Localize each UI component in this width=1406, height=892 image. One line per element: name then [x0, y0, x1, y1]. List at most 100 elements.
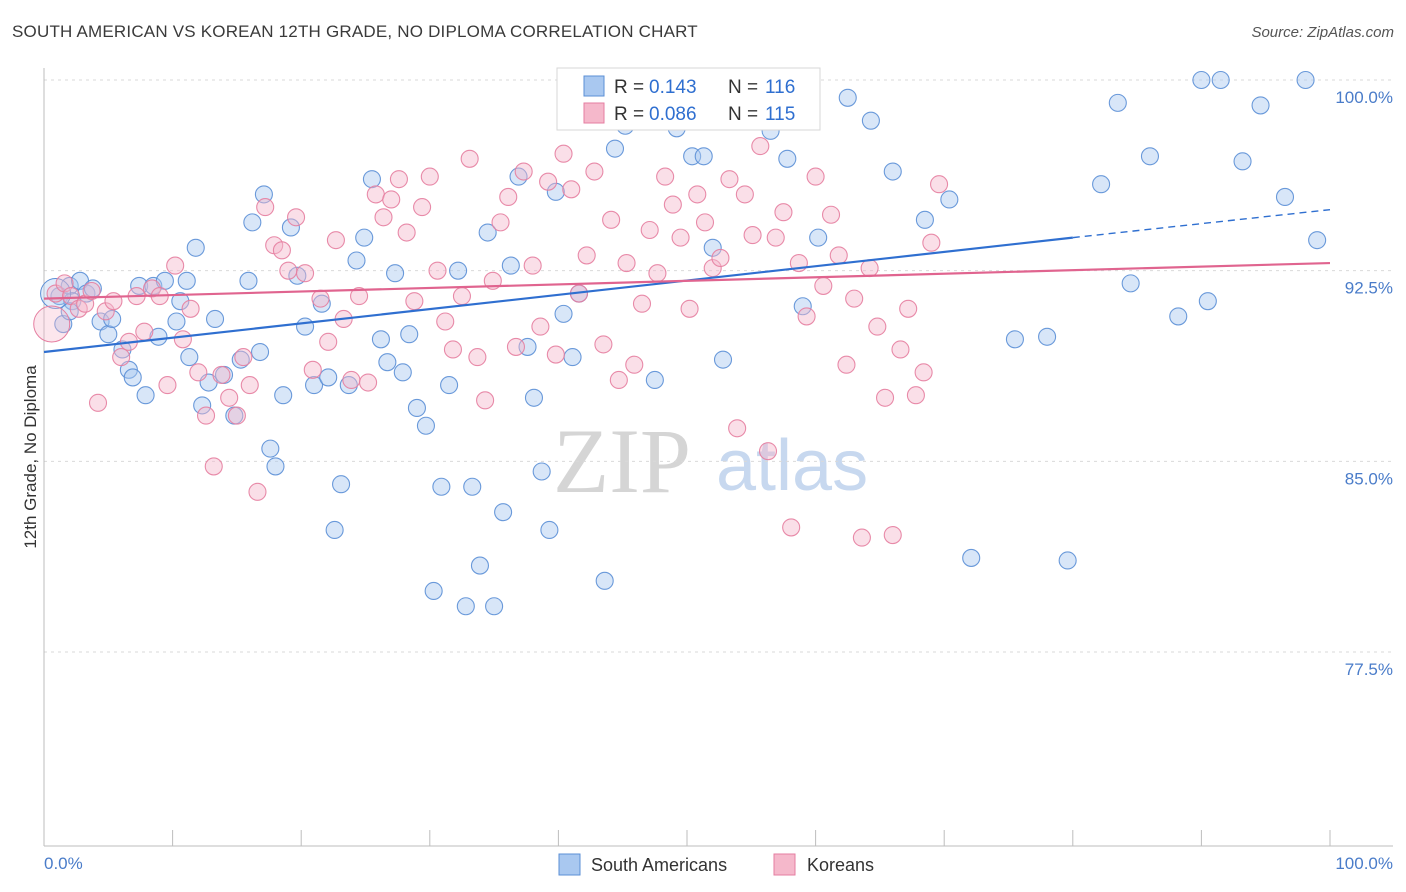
legend-n-value-1: 116 — [765, 77, 795, 98]
koreans-point-41 — [359, 373, 378, 392]
south-americans-point-100 — [1005, 330, 1024, 349]
koreans-point-43 — [374, 208, 393, 227]
south-americans-point-39 — [296, 317, 315, 336]
south-americans-point-60 — [456, 597, 475, 616]
koreans-point-36 — [319, 332, 338, 351]
koreans-point-17 — [173, 330, 192, 349]
south-americans-point-114 — [1296, 70, 1315, 90]
koreans-point-13 — [142, 279, 162, 298]
south-americans-point-103 — [1092, 175, 1111, 194]
koreans-point-81 — [671, 228, 690, 247]
south-americans-point-42 — [319, 368, 338, 387]
koreans-point-69 — [577, 246, 596, 265]
south-americans-point-23 — [186, 238, 205, 257]
koreans-point-44 — [382, 190, 401, 209]
south-americans-point-20 — [171, 292, 190, 311]
south-americans-point-71 — [540, 520, 559, 540]
koreans-point-7 — [96, 302, 115, 321]
legend-swatch-south-americans — [583, 75, 605, 97]
bottom-legend: South Americans Koreans — [558, 853, 874, 876]
south-americans-point-113 — [1275, 187, 1295, 206]
koreans-point-31 — [279, 261, 298, 280]
south-americans-point-101 — [1038, 327, 1057, 346]
koreans-point-70 — [585, 162, 604, 181]
south-americans-point-87 — [703, 238, 722, 257]
koreans-point-106 — [868, 317, 887, 336]
koreans-point-62 — [523, 256, 542, 275]
koreans-point-93 — [766, 228, 785, 247]
legend-r-label-1: R = — [614, 77, 644, 98]
south-americans-point-107 — [1169, 307, 1188, 326]
south-americans-point-74 — [563, 348, 582, 367]
koreans-point-49 — [420, 167, 439, 186]
koreans-point-25 — [234, 348, 253, 367]
koreans-point-92 — [758, 442, 778, 461]
south-americans-point-45 — [339, 376, 358, 395]
correlation-legend: R = 0.143 N = 116 R = 0.086 N = 115 — [556, 67, 821, 131]
south-americans-point-106 — [1140, 147, 1160, 166]
x-tick-label-100: 100.0% — [1335, 854, 1393, 873]
koreans-point-74 — [617, 253, 636, 273]
south-americans-point-112 — [1251, 96, 1270, 115]
koreans-point-18 — [181, 299, 200, 318]
south-americans-point-17 — [149, 327, 168, 346]
koreans-point-77 — [640, 220, 659, 240]
koreans-point-84 — [695, 213, 715, 232]
trend-line-south-americans — [43, 236, 1073, 354]
south-americans-point-36 — [274, 386, 293, 405]
koreans-point-67 — [562, 180, 581, 199]
legend-n-label-1: N = — [728, 77, 758, 98]
y-axis-label: 12th Grade, No Diploma — [21, 365, 40, 549]
koreans-point-60 — [506, 337, 526, 356]
south-americans-point-22 — [180, 348, 199, 367]
south-americans-point-55 — [416, 416, 435, 435]
koreans-point-37 — [326, 231, 345, 250]
koreans-point-27 — [248, 482, 267, 501]
bottom-legend-label-koreans: Koreans — [807, 855, 874, 875]
koreans-point-8 — [104, 292, 123, 311]
south-americans-point-86 — [694, 147, 713, 166]
south-americans-point-47 — [355, 228, 374, 247]
koreans-point-21 — [204, 457, 223, 476]
legend-r-value-1: 0.143 — [649, 77, 697, 98]
south-americans-point-94 — [838, 88, 857, 107]
koreans-point-102 — [837, 355, 856, 374]
koreans-point-23 — [220, 388, 239, 407]
koreans-point-76 — [632, 294, 652, 313]
koreans-point-9 — [112, 348, 131, 367]
trend-line-koreans — [43, 261, 1331, 300]
south-americans-point-13 — [123, 368, 142, 387]
south-americans-point-15 — [136, 386, 155, 405]
south-americans-point-82 — [645, 370, 664, 390]
south-americans-point-48 — [362, 170, 381, 189]
koreans-point-6 — [88, 393, 108, 412]
koreans-point-100 — [821, 205, 841, 224]
south-americans-point-11 — [113, 340, 132, 359]
south-americans-point-59 — [449, 261, 468, 280]
south-americans-point-108 — [1192, 70, 1211, 90]
koreans-point-94 — [774, 203, 793, 222]
koreans-point-79 — [656, 167, 675, 186]
south-americans-point-34 — [261, 439, 280, 458]
south-americans-point-51 — [386, 264, 405, 283]
south-americans-point-69 — [524, 388, 544, 407]
koreans-point-53 — [452, 287, 472, 306]
south-americans-point-26 — [205, 309, 225, 329]
south-americans-point-52 — [393, 363, 412, 382]
koreans-point-40 — [350, 287, 369, 306]
south-americans-point-49 — [371, 330, 390, 349]
south-americans-point-72 — [546, 182, 565, 201]
south-americans-point-40 — [305, 376, 324, 395]
koreans-point-39 — [342, 370, 361, 390]
south-americans-point-111 — [1233, 152, 1252, 171]
south-americans-point-35 — [266, 457, 285, 476]
koreans-point-90 — [743, 226, 762, 245]
koreans-point-54 — [460, 149, 479, 168]
koreans-point-50 — [428, 261, 447, 280]
south-americans-point-29 — [231, 350, 250, 369]
koreans-point-101 — [829, 246, 848, 265]
south-americans-point-19 — [167, 312, 186, 331]
south-americans-point-10 — [103, 309, 122, 329]
koreans-point-59 — [499, 187, 518, 206]
